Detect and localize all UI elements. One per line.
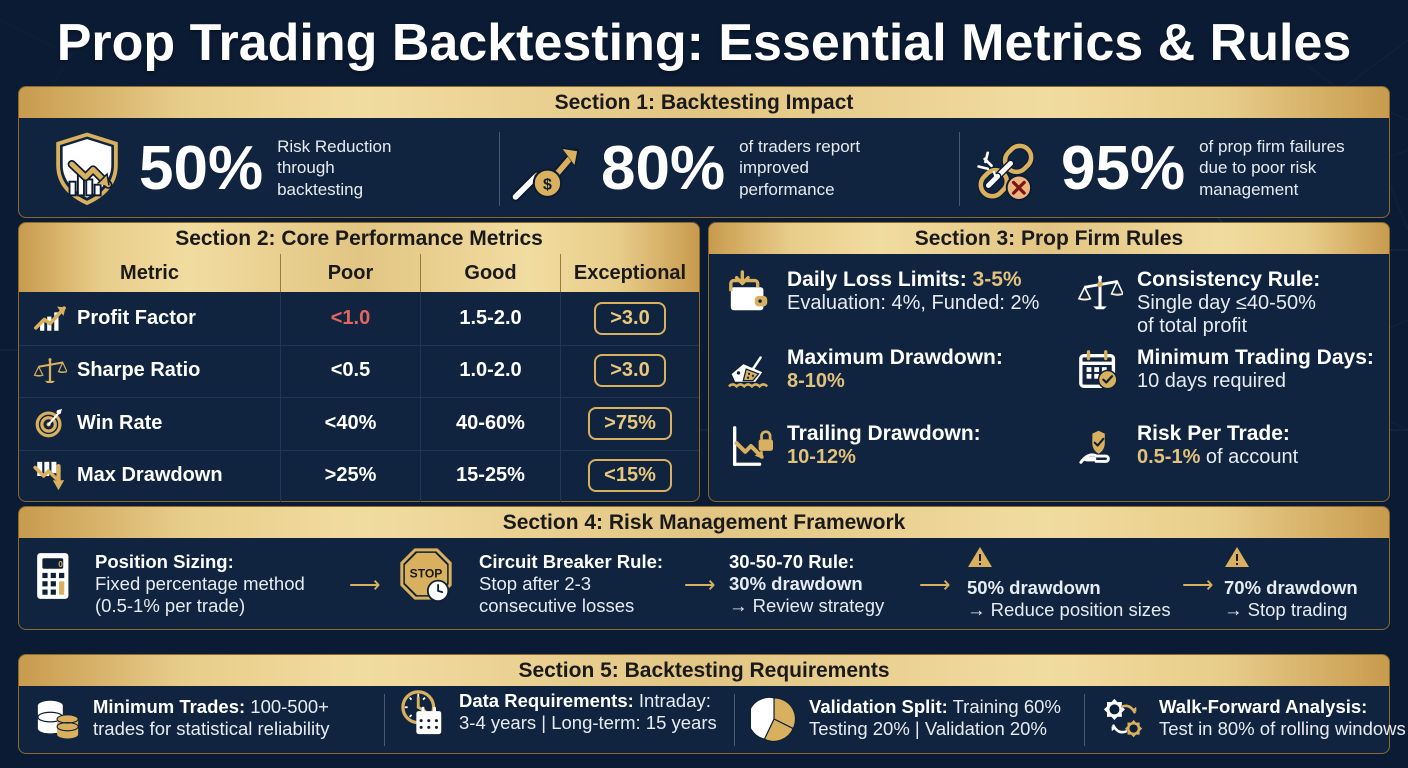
svg-text:STOP: STOP — [410, 567, 443, 581]
svg-text:$: $ — [543, 176, 552, 193]
svg-text:0: 0 — [58, 559, 63, 569]
